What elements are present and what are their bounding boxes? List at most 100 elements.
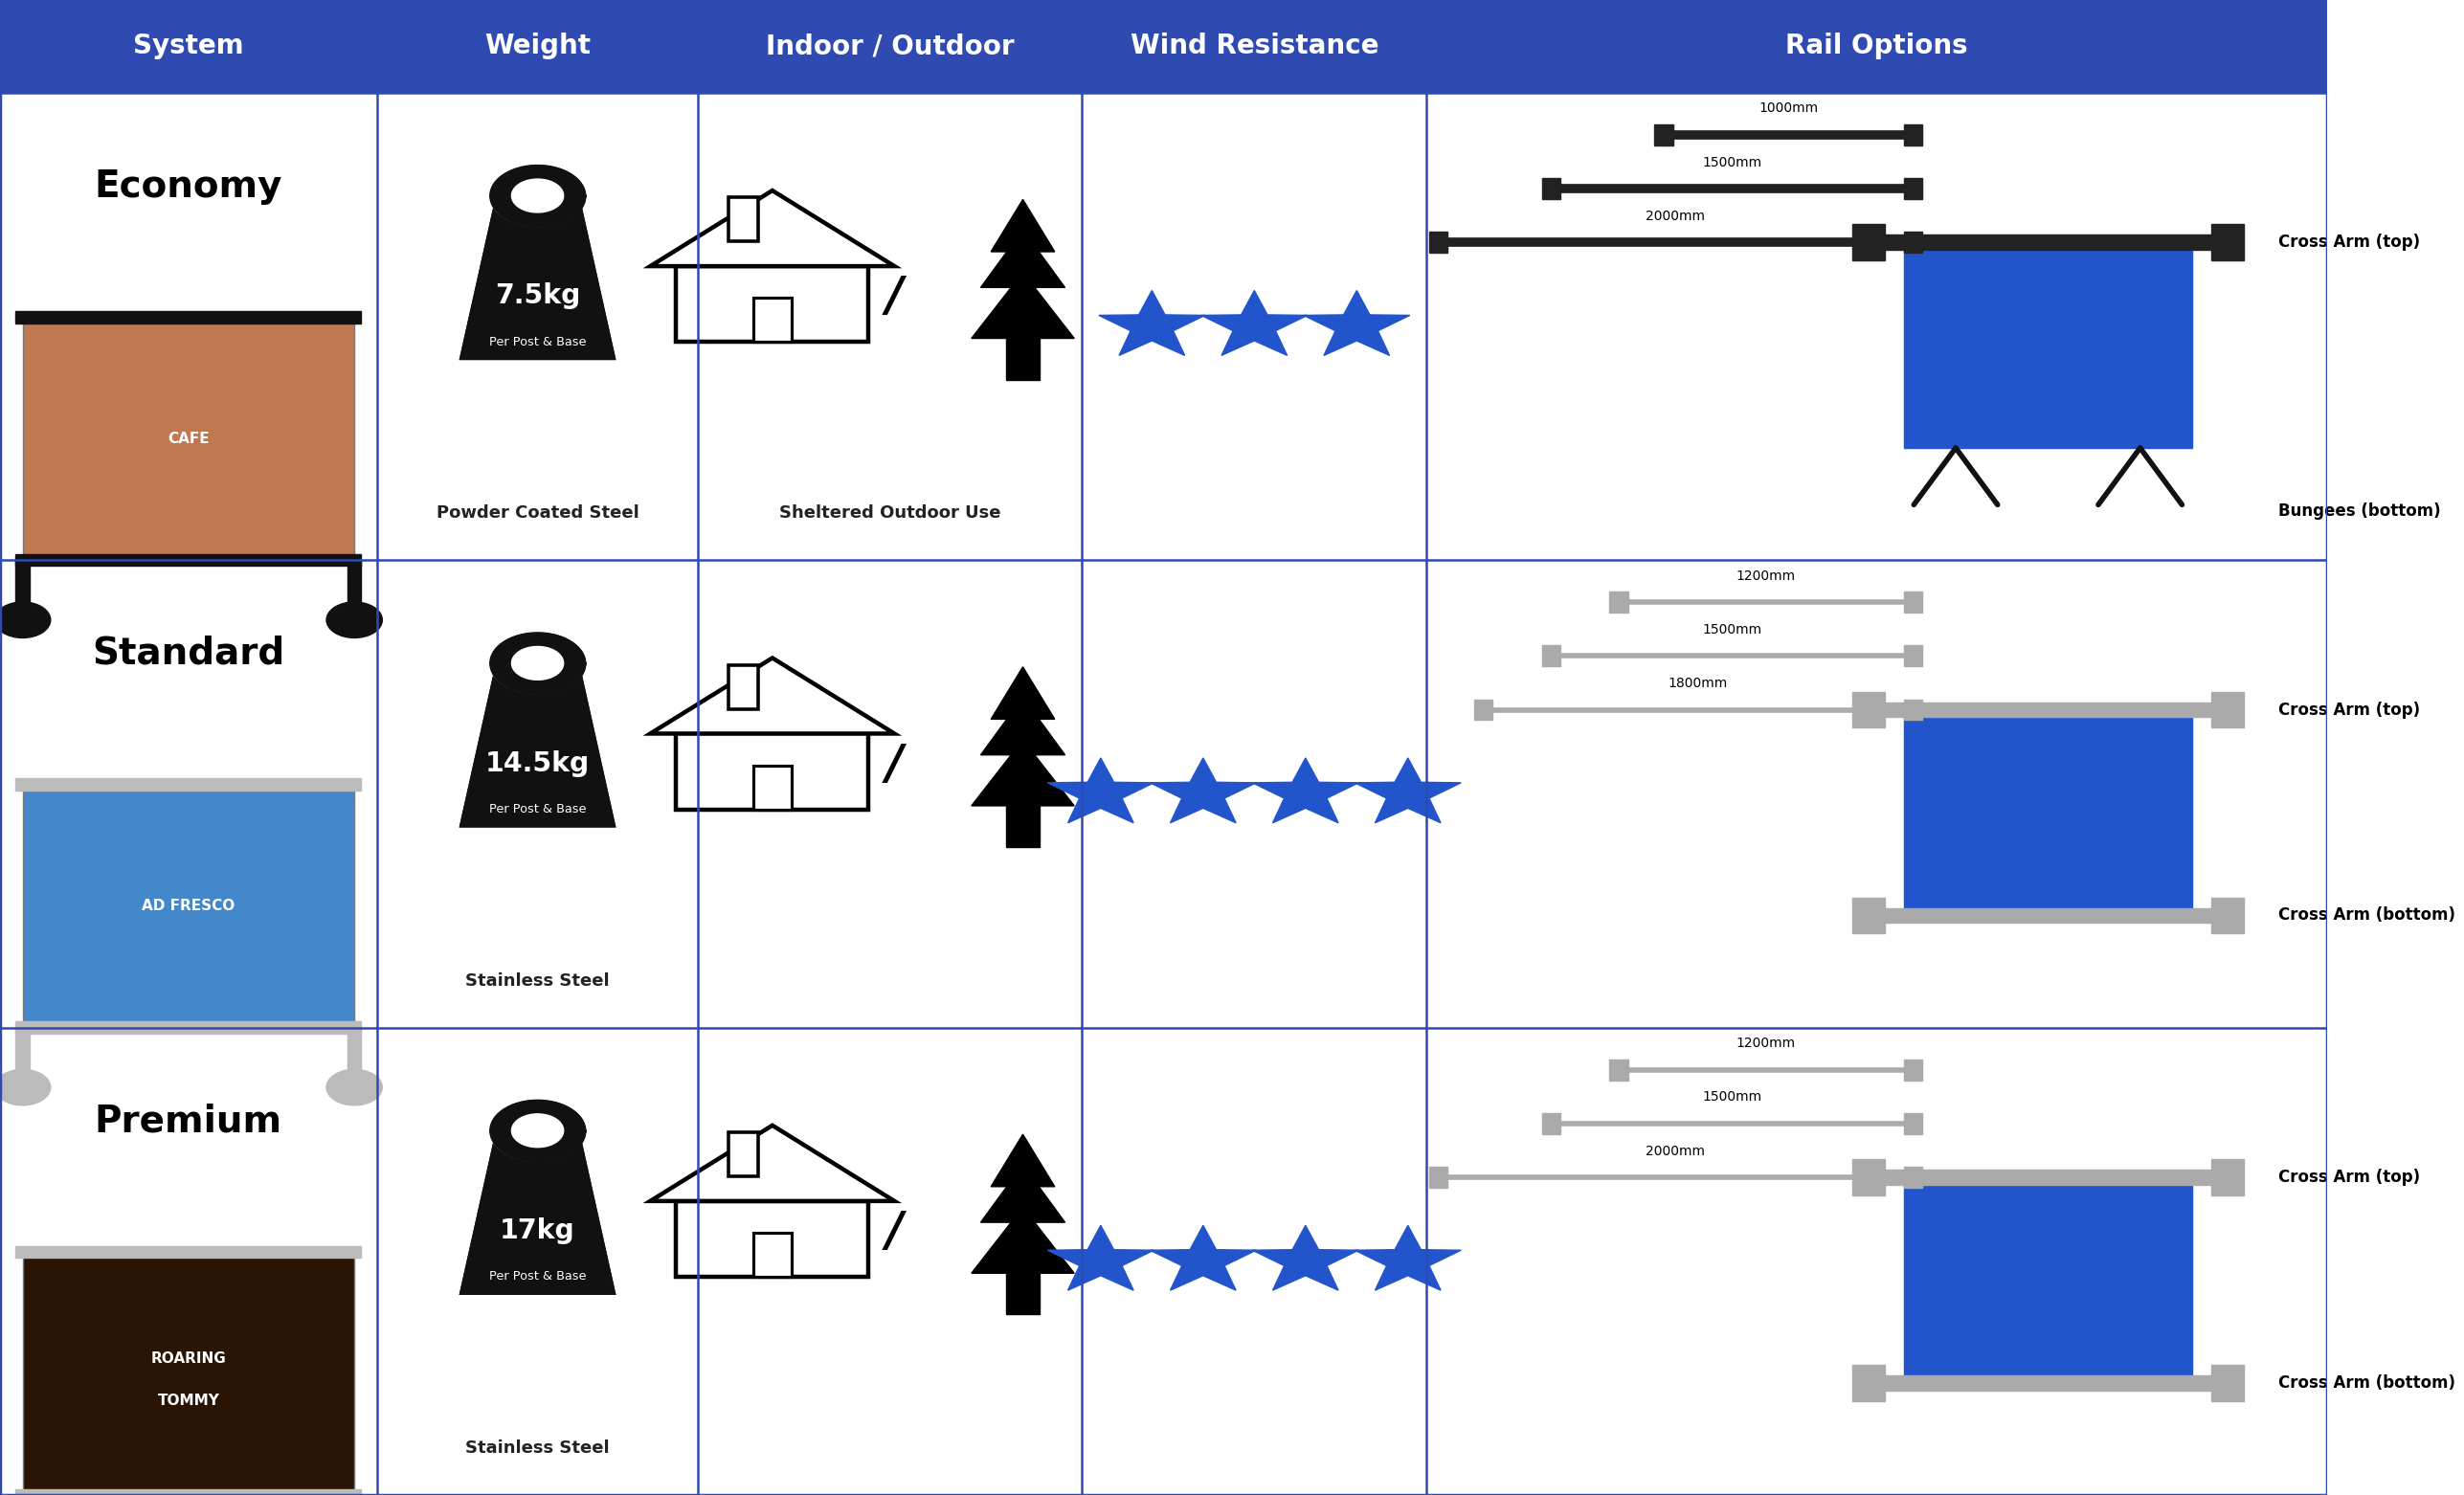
Text: 2000mm: 2000mm <box>1646 209 1705 223</box>
Bar <box>1905 1112 1922 1133</box>
Bar <box>1005 806 1040 848</box>
Bar <box>697 0 1082 93</box>
Bar <box>1905 1058 1922 1079</box>
Text: Wind Resistance: Wind Resistance <box>1131 33 1377 60</box>
Text: 17kg: 17kg <box>500 1217 574 1244</box>
Text: Cross Arm (top): Cross Arm (top) <box>2279 1169 2420 1186</box>
Bar <box>675 1200 870 1277</box>
Polygon shape <box>461 673 614 825</box>
Bar <box>1863 703 2235 718</box>
Text: Standard: Standard <box>91 635 286 671</box>
Polygon shape <box>490 164 584 226</box>
Bar <box>1542 178 1560 199</box>
Text: Indoor / Outdoor: Indoor / Outdoor <box>766 33 1015 60</box>
Polygon shape <box>1047 758 1153 822</box>
Polygon shape <box>981 230 1064 287</box>
Text: 1500mm: 1500mm <box>1703 155 1762 169</box>
Polygon shape <box>513 646 564 680</box>
Bar <box>729 665 759 709</box>
Text: 1800mm: 1800mm <box>1668 677 1727 691</box>
Text: Cross Arm (bottom): Cross Arm (bottom) <box>2279 1374 2454 1392</box>
Text: /: / <box>887 1209 902 1254</box>
Bar <box>1429 1166 1446 1187</box>
Bar <box>1853 1365 1885 1401</box>
Bar <box>15 1021 362 1033</box>
Polygon shape <box>971 1208 1074 1274</box>
Bar <box>2210 1365 2245 1401</box>
Bar <box>1653 124 1673 145</box>
Bar <box>1863 235 2235 250</box>
Polygon shape <box>513 1114 564 1147</box>
Polygon shape <box>991 667 1055 719</box>
Bar <box>2210 1159 2245 1195</box>
Polygon shape <box>513 179 564 212</box>
Text: CAFE: CAFE <box>168 432 209 446</box>
Bar <box>347 1027 362 1087</box>
Bar <box>377 0 697 93</box>
Bar <box>2210 897 2245 933</box>
Polygon shape <box>1151 758 1257 822</box>
Circle shape <box>0 602 52 638</box>
Bar <box>1905 232 1922 253</box>
Text: Per Post & Base: Per Post & Base <box>488 336 586 348</box>
Bar <box>729 197 759 241</box>
Bar <box>1905 592 1922 613</box>
Bar <box>1082 0 1427 93</box>
Bar <box>1853 224 1885 260</box>
Bar <box>1905 1177 2193 1383</box>
Bar <box>22 1251 355 1495</box>
Polygon shape <box>1252 1226 1358 1290</box>
Bar <box>1863 907 2235 922</box>
Bar <box>1905 178 1922 199</box>
Bar <box>1429 232 1446 253</box>
Bar <box>15 555 362 567</box>
Text: 1500mm: 1500mm <box>1703 623 1762 637</box>
Bar <box>675 266 870 342</box>
Text: 1200mm: 1200mm <box>1737 1038 1796 1049</box>
Bar <box>1863 1169 2235 1184</box>
Polygon shape <box>971 272 1074 338</box>
Bar <box>1609 1058 1629 1079</box>
Polygon shape <box>650 1126 894 1200</box>
Polygon shape <box>981 1165 1064 1223</box>
Polygon shape <box>490 632 584 694</box>
Bar <box>1005 1274 1040 1314</box>
Text: /: / <box>887 274 902 320</box>
Polygon shape <box>490 1100 584 1162</box>
Bar <box>754 298 791 342</box>
Text: 1500mm: 1500mm <box>1703 1090 1762 1103</box>
Text: 2000mm: 2000mm <box>1646 1144 1705 1157</box>
Bar <box>1905 124 1922 145</box>
Bar <box>1853 897 1885 933</box>
Polygon shape <box>1303 290 1409 356</box>
Bar <box>675 734 870 809</box>
Bar <box>1473 700 1493 721</box>
Text: 7.5kg: 7.5kg <box>495 283 582 309</box>
Text: AD FRESCO: AD FRESCO <box>143 898 234 913</box>
Bar <box>2210 224 2245 260</box>
Bar <box>1905 710 2193 915</box>
Bar <box>15 561 30 620</box>
Bar <box>1863 1375 2235 1390</box>
Polygon shape <box>461 1139 614 1293</box>
Text: 1000mm: 1000mm <box>1759 102 1818 115</box>
Bar <box>15 311 362 323</box>
Polygon shape <box>1099 290 1205 356</box>
Text: Powder Coated Steel: Powder Coated Steel <box>436 505 638 522</box>
Polygon shape <box>1355 1226 1461 1290</box>
Bar <box>0 0 377 93</box>
Circle shape <box>325 602 382 638</box>
Polygon shape <box>490 632 584 694</box>
Circle shape <box>325 1069 382 1105</box>
Text: Cross Arm (top): Cross Arm (top) <box>2279 233 2420 251</box>
Bar <box>1609 592 1629 613</box>
Text: Per Post & Base: Per Post & Base <box>488 1271 586 1283</box>
Text: Rail Options: Rail Options <box>1786 33 1969 60</box>
Polygon shape <box>461 1139 614 1293</box>
Text: Stainless Steel: Stainless Steel <box>466 1440 609 1456</box>
Text: Premium: Premium <box>94 1103 283 1139</box>
Text: /: / <box>887 742 902 788</box>
Bar <box>22 785 355 1027</box>
Polygon shape <box>1200 290 1308 356</box>
Text: Sheltered Outdoor Use: Sheltered Outdoor Use <box>779 505 1000 522</box>
